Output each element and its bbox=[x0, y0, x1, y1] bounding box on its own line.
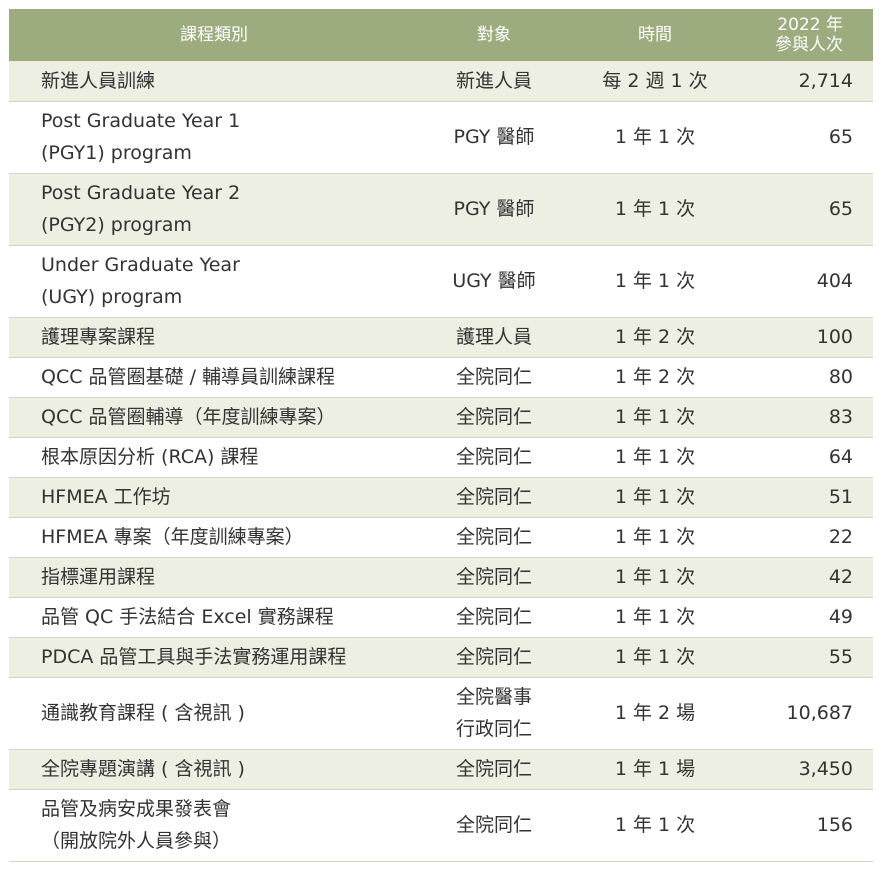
table-body: 新進人員訓練 新進人員每 2 週 1 次 2,714 Post Graduate Ye… bbox=[9, 61, 873, 862]
table-row: QCC 品管圈輔導（年度訓練專案） 全院同仁 1 年 1 次 83 bbox=[9, 397, 873, 438]
time-cell: 1 年 1 次 bbox=[569, 517, 741, 558]
course-name-cell: 指標運用課程 bbox=[9, 557, 419, 598]
time-cell: 1 年 1 次 bbox=[569, 397, 741, 438]
target-cell: 全院同仁 bbox=[419, 397, 569, 438]
target-cell: 全院醫事 行政同仁 bbox=[419, 677, 569, 750]
course-name-cell: 通識教育課程 ( 含視訊 ) bbox=[9, 677, 419, 750]
course-name-cell: QCC 品管圈基礎 / 輔導員訓練課程 bbox=[9, 357, 419, 398]
time-cell: 1 年 2 場 bbox=[569, 677, 741, 750]
time-cell: 1 年 1 次 bbox=[569, 173, 741, 246]
course-name-cell: 品管 QC 手法結合 Excel 實務課程 bbox=[9, 597, 419, 638]
count-cell: 22 bbox=[741, 517, 873, 558]
count-cell: 404 bbox=[741, 245, 873, 318]
course-name-cell: 新進人員訓練 bbox=[9, 61, 419, 102]
table-row: QCC 品管圈基礎 / 輔導員訓練課程 全院同仁 1 年 2 次 80 bbox=[9, 357, 873, 398]
table-row: 根本原因分析 (RCA) 課程 全院同仁 1 年 1 次 64 bbox=[9, 437, 873, 478]
target-cell: PGY 醫師 bbox=[419, 173, 569, 246]
count-cell: 100 bbox=[741, 317, 873, 358]
target-cell: 全院同仁 bbox=[419, 749, 569, 790]
table-row: 新進人員訓練 新進人員每 2 週 1 次 2,714 bbox=[9, 61, 873, 102]
count-cell: 156 bbox=[741, 789, 873, 862]
course-name-cell: PDCA 品管工具與手法實務運用課程 bbox=[9, 637, 419, 678]
course-table: 課程類別 對象 時間 2022 年 參與人次 新進人員訓練 新進人員每 2 週 1… bbox=[9, 9, 873, 862]
course-name-cell: Post Graduate Year 2 (PGY2) program bbox=[9, 173, 419, 246]
time-cell: 1 年 1 次 bbox=[569, 789, 741, 862]
time-cell: 每 2 週 1 次 bbox=[569, 61, 741, 102]
course-table-container: 課程類別 對象 時間 2022 年 參與人次 新進人員訓練 新進人員每 2 週 1… bbox=[9, 9, 873, 862]
time-cell: 1 年 2 次 bbox=[569, 357, 741, 398]
time-cell: 1 年 1 次 bbox=[569, 597, 741, 638]
course-name-cell: Under Graduate Year (UGY) program bbox=[9, 245, 419, 318]
time-cell: 1 年 1 次 bbox=[569, 557, 741, 598]
table-row: 全院專題演講 ( 含視訊 ) 全院同仁 1 年 1 場 3,450 bbox=[9, 749, 873, 790]
target-cell: 全院同仁 bbox=[419, 477, 569, 518]
header-time: 時間 bbox=[569, 9, 741, 61]
table-row: PDCA 品管工具與手法實務運用課程 全院同仁 1 年 1 次 55 bbox=[9, 637, 873, 678]
table-row: 通識教育課程 ( 含視訊 ) 全院醫事 行政同仁 1 年 2 場 10,687 bbox=[9, 677, 873, 750]
course-name-cell: 品管及病安成果發表會 （開放院外人員參與） bbox=[9, 789, 419, 862]
count-cell: 83 bbox=[741, 397, 873, 438]
count-cell: 49 bbox=[741, 597, 873, 638]
table-row: Post Graduate Year 1 (PGY1) program PGY 醫… bbox=[9, 101, 873, 174]
time-cell: 1 年 1 次 bbox=[569, 637, 741, 678]
count-cell: 2,714 bbox=[741, 61, 873, 102]
table-row: HFMEA 工作坊 全院同仁 1 年 1 次 51 bbox=[9, 477, 873, 518]
table-row: 指標運用課程 全院同仁 1 年 1 次 42 bbox=[9, 557, 873, 598]
target-cell: PGY 醫師 bbox=[419, 101, 569, 174]
count-cell: 55 bbox=[741, 637, 873, 678]
table-row: 品管及病安成果發表會 （開放院外人員參與） 全院同仁 1 年 1 次 156 bbox=[9, 789, 873, 862]
target-cell: 全院同仁 bbox=[419, 437, 569, 478]
course-name-cell: 根本原因分析 (RCA) 課程 bbox=[9, 437, 419, 478]
time-cell: 1 年 1 次 bbox=[569, 477, 741, 518]
target-cell: 護理人員 bbox=[419, 317, 569, 358]
target-cell: UGY 醫師 bbox=[419, 245, 569, 318]
course-name-cell: QCC 品管圈輔導（年度訓練專案） bbox=[9, 397, 419, 438]
count-cell: 64 bbox=[741, 437, 873, 478]
time-cell: 1 年 1 次 bbox=[569, 245, 741, 318]
target-cell: 全院同仁 bbox=[419, 637, 569, 678]
target-cell: 新進人員 bbox=[419, 61, 569, 102]
count-cell: 65 bbox=[741, 173, 873, 246]
header-category: 課程類別 bbox=[9, 9, 419, 61]
table-row: Under Graduate Year (UGY) program UGY 醫師 1… bbox=[9, 245, 873, 318]
target-cell: 全院同仁 bbox=[419, 789, 569, 862]
time-cell: 1 年 1 場 bbox=[569, 749, 741, 790]
header-count: 2022 年 參與人次 bbox=[741, 9, 873, 61]
course-name-cell: HFMEA 專案（年度訓練專案） bbox=[9, 517, 419, 558]
target-cell: 全院同仁 bbox=[419, 557, 569, 598]
target-cell: 全院同仁 bbox=[419, 597, 569, 638]
course-name-cell: 護理專案課程 bbox=[9, 317, 419, 358]
table-header-row: 課程類別 對象 時間 2022 年 參與人次 bbox=[9, 9, 873, 61]
count-cell: 80 bbox=[741, 357, 873, 398]
course-name-cell: Post Graduate Year 1 (PGY1) program bbox=[9, 101, 419, 174]
table-row: Post Graduate Year 2 (PGY2) program PGY 醫… bbox=[9, 173, 873, 246]
target-cell: 全院同仁 bbox=[419, 517, 569, 558]
time-cell: 1 年 1 次 bbox=[569, 437, 741, 478]
table-row: HFMEA 專案（年度訓練專案） 全院同仁 1 年 1 次 22 bbox=[9, 517, 873, 558]
count-cell: 65 bbox=[741, 101, 873, 174]
header-target: 對象 bbox=[419, 9, 569, 61]
count-cell: 3,450 bbox=[741, 749, 873, 790]
table-row: 護理專案課程 護理人員 1 年 2 次 100 bbox=[9, 317, 873, 358]
course-name-cell: 全院專題演講 ( 含視訊 ) bbox=[9, 749, 419, 790]
table-row: 品管 QC 手法結合 Excel 實務課程 全院同仁 1 年 1 次 49 bbox=[9, 597, 873, 638]
count-cell: 51 bbox=[741, 477, 873, 518]
time-cell: 1 年 2 次 bbox=[569, 317, 741, 358]
count-cell: 42 bbox=[741, 557, 873, 598]
course-name-cell: HFMEA 工作坊 bbox=[9, 477, 419, 518]
count-cell: 10,687 bbox=[741, 677, 873, 750]
target-cell: 全院同仁 bbox=[419, 357, 569, 398]
time-cell: 1 年 1 次 bbox=[569, 101, 741, 174]
